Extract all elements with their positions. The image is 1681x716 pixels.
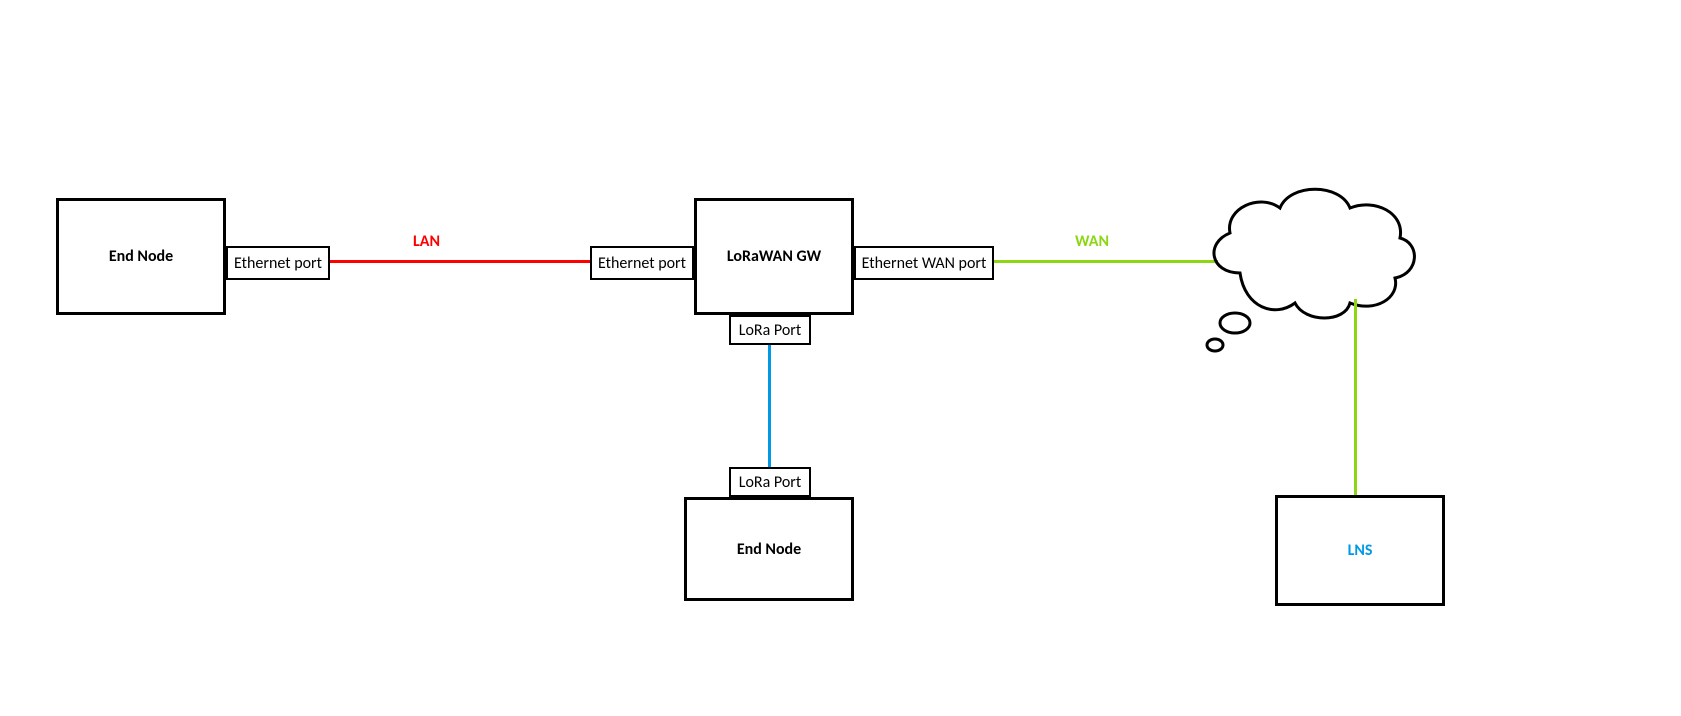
lora-port-top: LoRa Port [729,315,811,345]
cloud-icon [1190,173,1430,373]
ethernet-wan-port: Ethernet WAN port [854,246,994,280]
lns-node: LNS [1275,495,1445,606]
lora-connection [768,345,771,467]
lan-label: LAN [413,232,440,251]
ethernet-port-center-label: Ethernet port [598,254,686,273]
lora-port-bottom: LoRa Port [729,467,811,497]
ethernet-port-left: Ethernet port [226,246,330,280]
lan-connection [330,260,590,263]
lorawan-gateway: LoRaWAN GW [694,198,854,315]
end-node-bottom: End Node [684,497,854,601]
lorawan-gateway-label: LoRaWAN GW [727,247,821,266]
end-node-left: End Node [56,198,226,315]
end-node-left-label: End Node [109,247,173,266]
wan-label: WAN [1075,232,1109,251]
lns-label: LNS [1348,541,1373,560]
ethernet-port-left-label: Ethernet port [234,254,322,273]
lora-port-bottom-label: LoRa Port [739,473,801,492]
ethernet-wan-port-label: Ethernet WAN port [862,254,987,273]
ethernet-port-center: Ethernet port [590,246,694,280]
wan-connection [994,260,1218,263]
cloud-lns-connection [1354,299,1357,495]
lora-port-top-label: LoRa Port [739,321,801,340]
end-node-bottom-label: End Node [737,540,801,559]
